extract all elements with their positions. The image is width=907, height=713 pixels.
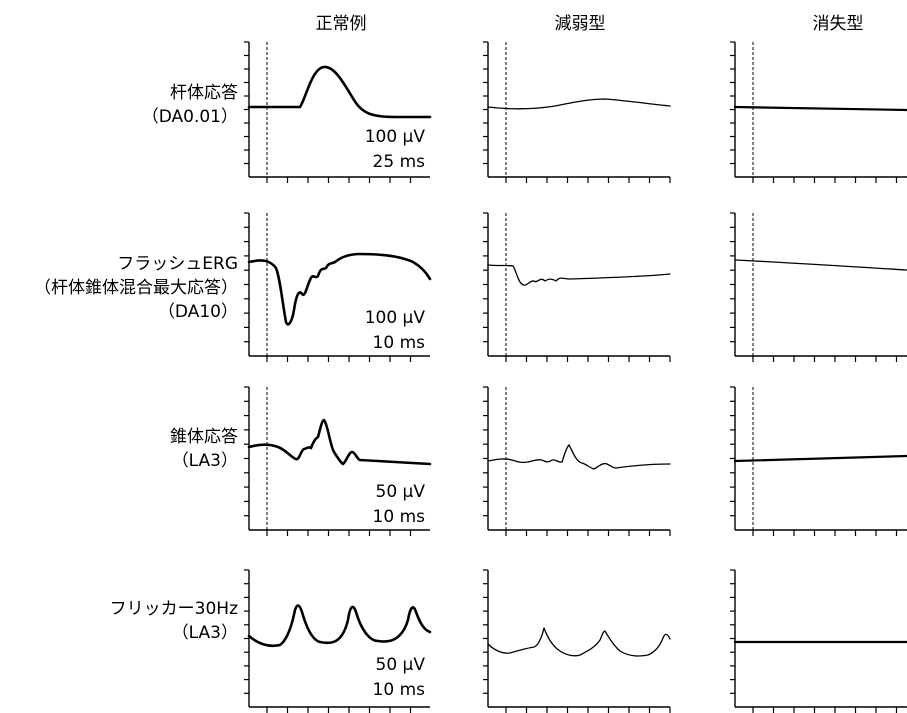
axes-cone-reduced — [483, 386, 671, 536]
waveform-rod-extinguished — [733, 105, 907, 112]
scale-time-flicker: 10 ms — [373, 680, 426, 700]
column-title-normal: 正常例 — [316, 14, 367, 34]
axes-rod-extinguished — [730, 41, 907, 183]
axes-flash-normal — [244, 212, 430, 362]
axes-flicker-reduced — [483, 569, 671, 713]
waveform-rod-reduced — [487, 98, 671, 110]
waveforms-layer — [247, 65, 907, 657]
waveform-cone-reduced — [487, 444, 671, 470]
waveform-flash-reduced — [487, 264, 671, 286]
waveform-flicker-reduced — [487, 627, 671, 657]
row-label-rod-line2: （DA0.01） — [142, 107, 238, 127]
axes-flicker-normal — [244, 569, 430, 713]
waveform-rod-normal — [247, 65, 432, 119]
axes-cone-extinguished — [730, 386, 907, 536]
row-label-flash-line3: （DA10） — [158, 302, 238, 322]
waveform-cone-normal — [247, 418, 432, 466]
waveform-flash-normal — [247, 252, 432, 326]
scale-amplitude-cone: 50 μV — [376, 482, 426, 502]
axes-rod-reduced — [483, 41, 671, 183]
waveform-flicker-normal — [247, 604, 432, 648]
scale-amplitude-flash: 100 μV — [365, 308, 426, 328]
row-label-cone-line2: （LA3） — [172, 451, 238, 471]
scale-time-cone: 10 ms — [373, 507, 426, 527]
axes-layer — [244, 41, 907, 713]
waveform-flash-extinguished — [734, 259, 907, 271]
waveform-cone-extinguished — [733, 454, 907, 463]
axes-flash-reduced — [483, 212, 671, 362]
column-title-reduced: 減弱型 — [555, 14, 606, 34]
axes-rod-normal — [244, 41, 430, 183]
column-title-extinguished: 消失型 — [813, 14, 864, 34]
scale-time-flash: 10 ms — [373, 333, 426, 353]
axes-flicker-extinguished — [730, 569, 907, 713]
scale-amplitude-rod: 100 μV — [365, 127, 426, 147]
row-label-cone-line1: 錐体応答 — [170, 427, 238, 447]
scale-time-rod: 25 ms — [373, 152, 426, 172]
axes-cone-normal — [244, 386, 430, 536]
axes-flash-extinguished — [730, 212, 907, 362]
scale-amplitude-flicker: 50 μV — [376, 655, 426, 675]
row-label-flash-line2: （杆体錐体混合最大応答） — [34, 278, 238, 298]
row-label-flicker-line1: フリッカー30Hz — [110, 599, 238, 619]
row-label-rod-line1: 杆体応答 — [170, 83, 238, 103]
row-label-flash-line1: フラッシュERG — [117, 254, 238, 274]
row-label-flicker-line2: （LA3） — [172, 623, 238, 643]
